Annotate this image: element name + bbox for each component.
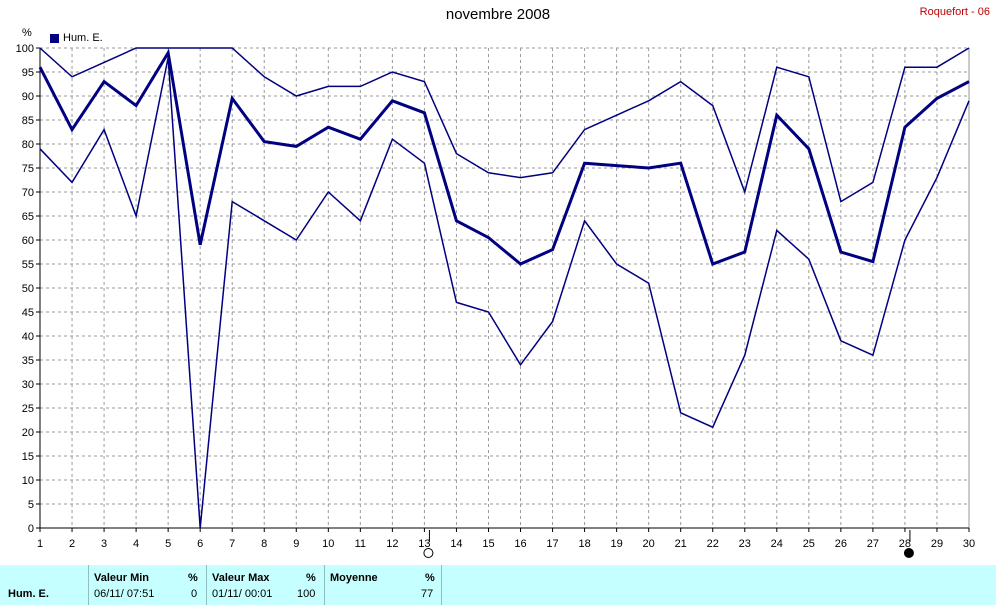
x-tick-label: 14 bbox=[450, 538, 462, 550]
station-name: Roquefort - 06 bbox=[919, 6, 990, 18]
chart-axes bbox=[36, 47, 970, 532]
y-tick-label: 15 bbox=[22, 451, 34, 463]
y-tick-label: 10 bbox=[22, 475, 34, 487]
x-tick-label: 25 bbox=[803, 538, 815, 550]
x-tick-label: 20 bbox=[643, 538, 655, 550]
x-tick-label: 19 bbox=[610, 538, 622, 550]
y-tick-label: 95 bbox=[22, 67, 34, 79]
max-date: 01/11/ 00:01 bbox=[212, 588, 273, 600]
y-tick-label: 50 bbox=[22, 283, 34, 295]
y-tick-label: 25 bbox=[22, 403, 34, 415]
summary-panel bbox=[0, 565, 996, 605]
y-axis-label: % bbox=[22, 27, 32, 39]
y-tick-label: 5 bbox=[28, 499, 34, 511]
chart-tick-labels: 0510152025303540455055606570758085909510… bbox=[16, 43, 975, 550]
x-tick-label: 16 bbox=[514, 538, 526, 550]
series-line-mean bbox=[38, 48, 970, 266]
x-tick-label: 1 bbox=[37, 538, 43, 550]
x-tick-label: 21 bbox=[675, 538, 687, 550]
y-tick-label: 90 bbox=[22, 91, 34, 103]
y-tick-label: 75 bbox=[22, 163, 34, 175]
y-tick-label: 0 bbox=[28, 523, 34, 535]
x-tick-label: 4 bbox=[133, 538, 139, 550]
x-tick-label: 3 bbox=[101, 538, 107, 550]
filled-circle-icon bbox=[903, 548, 914, 558]
mean-value: 77 bbox=[421, 588, 434, 600]
summary-divider bbox=[88, 565, 89, 605]
y-tick-label: 35 bbox=[22, 355, 34, 367]
chart-title: novembre 2008 bbox=[445, 6, 551, 23]
chart-svg: 0510152025303540455055606570758085909510… bbox=[16, 43, 975, 558]
max-value: 100 bbox=[297, 588, 316, 600]
legend: Hum. E. bbox=[50, 32, 103, 44]
min-header: Valeur Min bbox=[94, 572, 150, 584]
mean-header: Moyenne bbox=[330, 572, 378, 584]
max-unit: % bbox=[306, 572, 316, 584]
x-tick-label: 26 bbox=[835, 538, 847, 550]
x-tick-label: 2 bbox=[69, 538, 75, 550]
y-tick-label: 40 bbox=[22, 331, 34, 343]
y-tick-label: 45 bbox=[22, 307, 34, 319]
legend-swatch bbox=[50, 33, 59, 43]
x-tick-label: 27 bbox=[867, 538, 879, 550]
summary-row-label: Hum. E. bbox=[8, 588, 49, 600]
summary-divider bbox=[324, 565, 325, 605]
y-tick-label: 80 bbox=[22, 139, 34, 151]
y-tick-label: 20 bbox=[22, 427, 34, 439]
x-tick-label: 5 bbox=[165, 538, 171, 550]
x-tick-label: 24 bbox=[771, 538, 783, 550]
chart-markers bbox=[423, 530, 914, 558]
open-circle-icon bbox=[423, 548, 434, 558]
x-tick-label: 18 bbox=[578, 538, 590, 550]
mean-unit: % bbox=[425, 572, 435, 584]
y-tick-label: 65 bbox=[22, 211, 34, 223]
x-tick-label: 12 bbox=[386, 538, 398, 550]
y-tick-label: 85 bbox=[22, 115, 34, 127]
y-tick-label: 60 bbox=[22, 235, 34, 247]
x-tick-label: 6 bbox=[197, 538, 203, 550]
y-tick-label: 30 bbox=[22, 379, 34, 391]
y-tick-label: 100 bbox=[16, 43, 34, 55]
series-line-min bbox=[39, 57, 970, 529]
summary-divider bbox=[206, 565, 207, 605]
x-tick-label: 13 bbox=[418, 538, 430, 550]
y-tick-label: 55 bbox=[22, 259, 34, 271]
series-line-max bbox=[39, 47, 970, 203]
y-tick-label: 70 bbox=[22, 187, 34, 199]
x-tick-label: 17 bbox=[546, 538, 558, 550]
x-tick-label: 22 bbox=[707, 538, 719, 550]
x-tick-label: 30 bbox=[963, 538, 975, 550]
x-tick-label: 28 bbox=[899, 538, 911, 550]
x-tick-label: 7 bbox=[229, 538, 235, 550]
x-tick-label: 8 bbox=[261, 538, 267, 550]
chart-series-lines bbox=[38, 47, 970, 529]
x-tick-label: 29 bbox=[931, 538, 943, 550]
min-unit: % bbox=[188, 572, 198, 584]
summary-divider bbox=[441, 565, 442, 605]
min-value: 0 bbox=[191, 588, 198, 600]
x-tick-label: 10 bbox=[322, 538, 334, 550]
x-tick-label: 15 bbox=[482, 538, 494, 550]
x-tick-label: 23 bbox=[739, 538, 751, 550]
max-header: Valeur Max bbox=[212, 572, 270, 584]
x-tick-label: 11 bbox=[355, 538, 366, 550]
legend-label: Hum. E. bbox=[63, 32, 103, 44]
min-date: 06/11/ 07:51 bbox=[94, 588, 155, 600]
x-tick-label: 9 bbox=[293, 538, 299, 550]
